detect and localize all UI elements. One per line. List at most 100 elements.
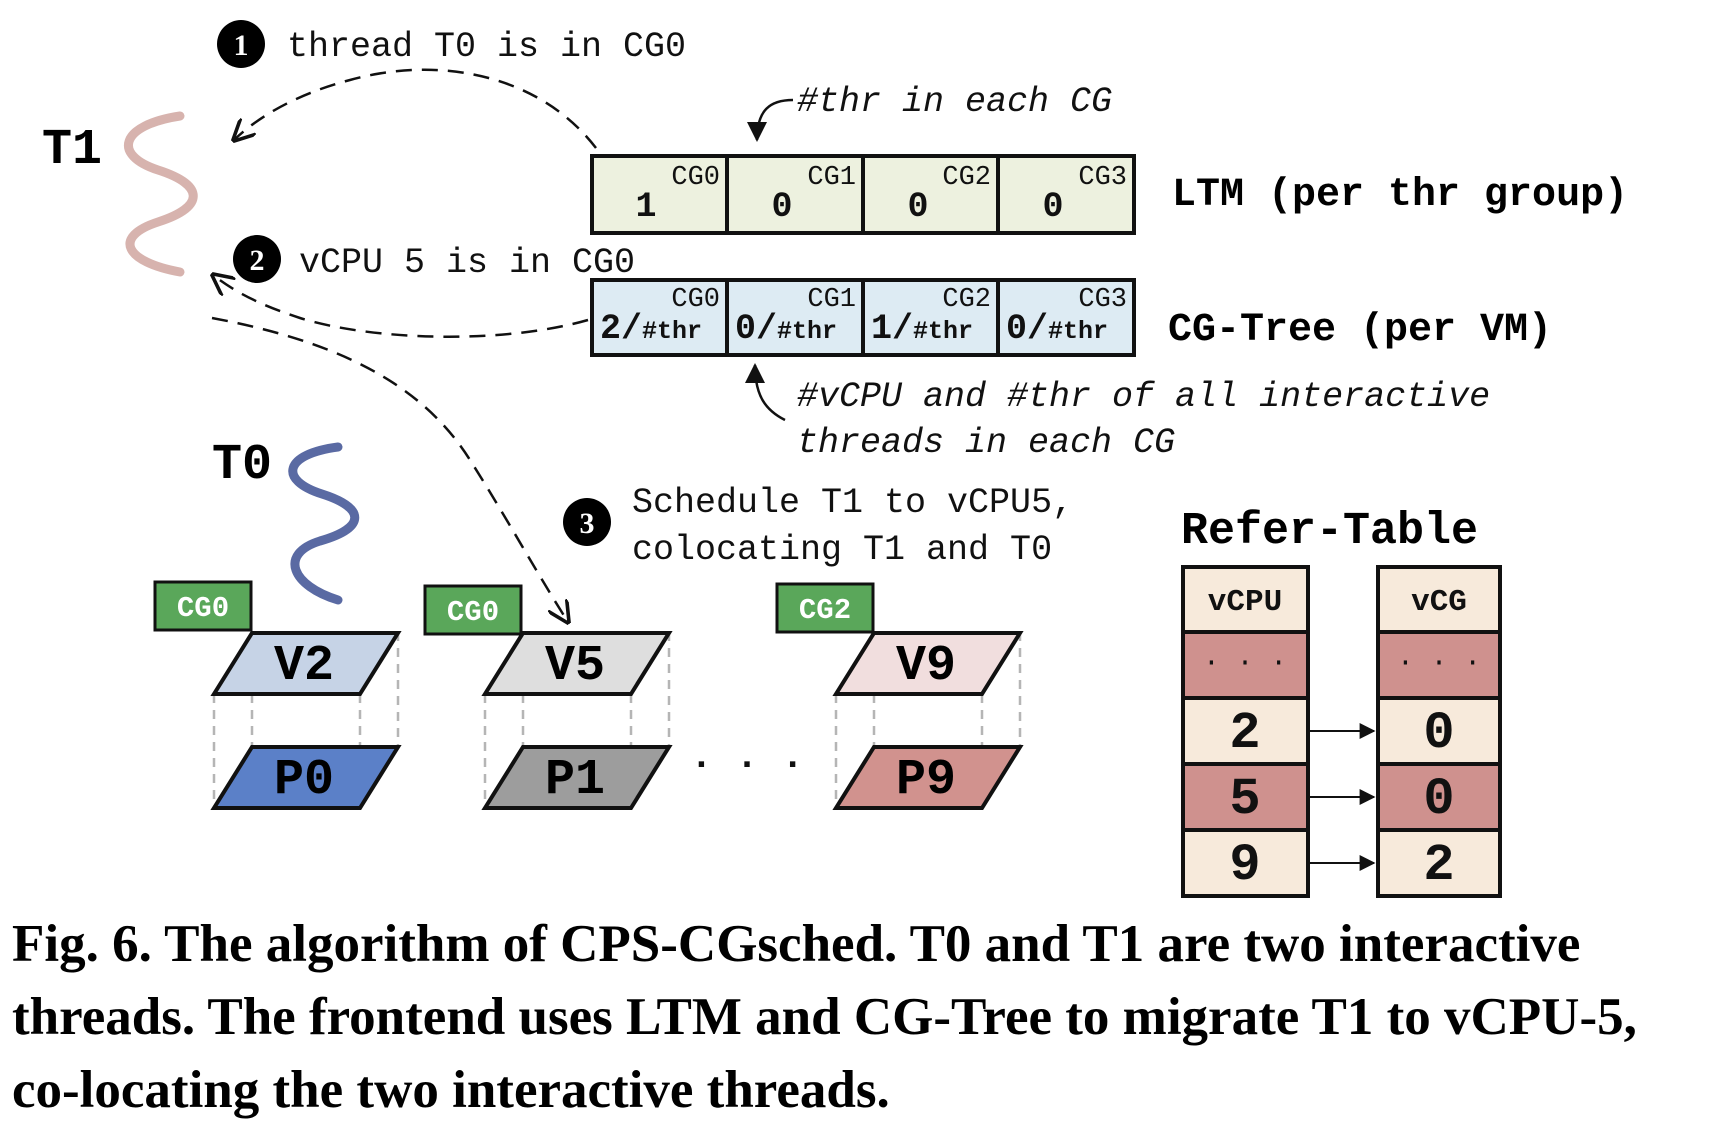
svg-text:0/#thr: 0/#thr bbox=[1006, 309, 1108, 349]
cpu-pair-v9-p9: CG2 P9 V9 bbox=[775, 582, 1024, 810]
svg-text:0/#thr: 0/#thr bbox=[735, 309, 837, 349]
cgtree-cell-count: 0/ bbox=[1006, 309, 1048, 349]
cgtree-annotation-line-1: #vCPU and #thr of all interactive bbox=[797, 377, 1490, 417]
pcpu-tile bbox=[210, 745, 402, 810]
cg-tag-label: CG0 bbox=[447, 596, 499, 629]
cg-tag bbox=[153, 580, 253, 632]
ltm-cell-value: 0 bbox=[1042, 187, 1063, 227]
cg-tag-label: CG2 bbox=[799, 594, 851, 627]
refer-table-title: Refer-Table bbox=[1181, 506, 1478, 557]
t0-wave-icon bbox=[288, 442, 360, 605]
refer-table-vcg-column: vCG · · · 0 0 2 bbox=[1376, 565, 1502, 898]
refer-table-header-vcg: vCG bbox=[1411, 585, 1467, 620]
cgtree-annotation-arrow bbox=[745, 363, 786, 422]
pcpu-label: P9 bbox=[896, 752, 956, 809]
step-2-number: 2 bbox=[250, 244, 265, 277]
step-3-line-1: Schedule T1 to vCPU5, bbox=[632, 483, 1073, 523]
thread-t1: T1 bbox=[42, 111, 198, 277]
cgtree-cell-count: 1/ bbox=[871, 309, 913, 349]
cgtree-cell-thr: #thr bbox=[913, 317, 973, 346]
svg-text:2/#thr: 2/#thr bbox=[600, 309, 702, 349]
pcpu-tile bbox=[481, 745, 673, 810]
cgtree-cell: CG1 0/#thr bbox=[725, 278, 865, 357]
arrow-ltm-to-t1 bbox=[234, 68, 597, 149]
pcpu-label: P0 bbox=[274, 752, 334, 809]
step-1-text: thread T0 is in CG0 bbox=[287, 27, 686, 67]
ltm-cell: CG2 0 bbox=[861, 154, 1000, 235]
ltm-cell-value: 0 bbox=[907, 187, 928, 227]
ltm-cell-cg: CG2 bbox=[942, 163, 991, 193]
arrow-t1-to-v5 bbox=[211, 316, 568, 622]
cgtree-cell-cg: CG1 bbox=[807, 285, 856, 315]
refer-table-cell: 0 bbox=[1423, 770, 1454, 829]
cgtree-cell-cg: CG0 bbox=[671, 285, 720, 315]
cgtree-cell: CG3 0/#thr bbox=[996, 278, 1136, 357]
cg-tag bbox=[775, 582, 875, 634]
cpu-pair-v5-p1: CG0 P1 V5 bbox=[423, 584, 673, 810]
ltm-label: LTM (per thr group) bbox=[1172, 173, 1628, 218]
step-3: 3 Schedule T1 to vCPU5, colocating T1 an… bbox=[563, 483, 1073, 570]
cpu-pair-v2-p0: CG0 P0 V2 bbox=[153, 580, 402, 810]
svg-text:1/#thr: 1/#thr bbox=[871, 309, 973, 349]
cgtree-table: CG0 2/#thr CG1 0/#thr CG2 1/#thr CG3 0/#… bbox=[590, 278, 1552, 463]
cgtree-cell: CG0 2/#thr bbox=[590, 278, 729, 357]
refer-table-cell: 5 bbox=[1229, 770, 1260, 829]
vcpu-tile bbox=[210, 631, 402, 696]
vcpu-label: V9 bbox=[896, 638, 956, 695]
cgtree-cell-thr: #thr bbox=[642, 317, 702, 346]
cgtree-cell-cg: CG2 bbox=[942, 285, 991, 315]
refer-table-cell: 2 bbox=[1229, 704, 1260, 763]
refer-table-cell: · · · bbox=[1203, 648, 1287, 679]
refer-table-header-vcpu: vCPU bbox=[1208, 585, 1282, 620]
step-2: 2 vCPU 5 is in CG0 bbox=[233, 235, 635, 283]
cgtree-cell-count: 0/ bbox=[735, 309, 777, 349]
cgtree-label: CG-Tree (per VM) bbox=[1168, 308, 1552, 353]
t1-label: T1 bbox=[42, 122, 102, 179]
cg-tag bbox=[423, 584, 523, 636]
refer-table-vcpu-column: vCPU · · · 2 5 9 bbox=[1181, 565, 1310, 898]
step-1-number: 1 bbox=[234, 29, 249, 62]
cgtree-cell-count: 2/ bbox=[600, 309, 642, 349]
vcpu-tile bbox=[832, 631, 1024, 696]
ltm-cell-cg: CG3 bbox=[1078, 163, 1127, 193]
refer-table-cell: · · · bbox=[1397, 648, 1481, 679]
arrow-cgtree-to-t1 bbox=[213, 275, 589, 338]
cgtree-cell-thr: #thr bbox=[1048, 317, 1108, 346]
pcpu-label: P1 bbox=[545, 752, 605, 809]
vcpu-label: V5 bbox=[545, 638, 605, 695]
thread-t0: T0 bbox=[212, 437, 360, 605]
refer-table-cell: 9 bbox=[1229, 836, 1260, 895]
vcpu-tile bbox=[481, 631, 673, 696]
cg-tag-label: CG0 bbox=[177, 592, 229, 625]
figure-caption: Fig. 6. The algorithm of CPS-CGsched. T0… bbox=[12, 915, 1637, 1119]
step-2-text: vCPU 5 is in CG0 bbox=[299, 243, 635, 283]
ltm-cell-value: 0 bbox=[771, 187, 792, 227]
step-3-line-2: colocating T1 and T0 bbox=[632, 530, 1052, 570]
ltm-cell: CG0 1 bbox=[590, 154, 729, 235]
pcpu-tile bbox=[832, 745, 1024, 810]
cpu-ellipsis: · · · bbox=[690, 744, 804, 787]
cgtree-annotation-line-2: threads in each CG bbox=[797, 423, 1175, 463]
ltm-cell-cg: CG0 bbox=[671, 163, 720, 193]
refer-table: Refer-Table vCPU · · · 2 5 9 vCG · · · 0… bbox=[1181, 506, 1502, 898]
refer-table-cell: 2 bbox=[1423, 836, 1454, 895]
ltm-cell-cg: CG1 bbox=[807, 163, 856, 193]
cgtree-cell-thr: #thr bbox=[777, 317, 837, 346]
t1-wave-icon bbox=[124, 111, 198, 277]
step-1-badge bbox=[217, 20, 265, 68]
cgtree-cell-cg: CG3 bbox=[1078, 285, 1127, 315]
step-1: 1 thread T0 is in CG0 bbox=[217, 20, 686, 68]
step-3-number: 3 bbox=[580, 507, 595, 540]
ltm-table: CG0 1 CG1 0 CG2 0 CG3 0 LTM (per thr gro… bbox=[590, 82, 1628, 235]
ltm-cell-value: 1 bbox=[635, 187, 656, 227]
t0-label: T0 bbox=[212, 437, 272, 494]
step-2-badge bbox=[233, 235, 281, 283]
refer-table-cell: 0 bbox=[1423, 704, 1454, 763]
cgtree-cell: CG2 1/#thr bbox=[861, 278, 1000, 357]
ltm-annotation: #thr in each CG bbox=[797, 82, 1112, 122]
ltm-cell: CG1 0 bbox=[725, 154, 865, 235]
step-3-badge bbox=[563, 498, 611, 546]
ltm-cell: CG3 0 bbox=[996, 154, 1136, 235]
vcpu-label: V2 bbox=[274, 638, 334, 695]
